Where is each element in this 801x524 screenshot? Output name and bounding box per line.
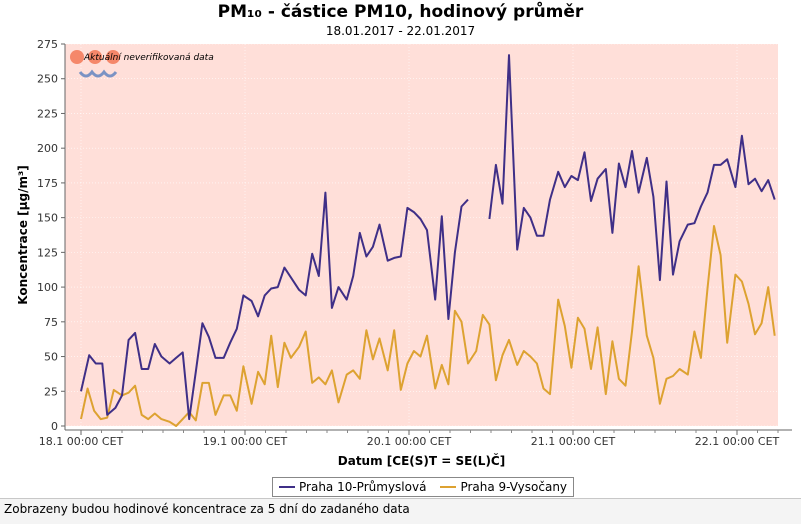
status-footer: Zobrazeny budou hodinové koncentrace za … bbox=[0, 498, 801, 524]
x-tick-label: 22.1 00:00 CET bbox=[695, 435, 780, 448]
chart-legend: Praha 10-Průmyslová Praha 9-Vysočany bbox=[272, 477, 575, 497]
unverified-data-note: Aktuální neverifikovaná data bbox=[83, 53, 214, 63]
y-tick-label: 75 bbox=[44, 316, 58, 329]
y-tick-label: 25 bbox=[44, 385, 58, 398]
x-tick-label: 19.1 00:00 CET bbox=[203, 435, 288, 448]
y-tick-label: 125 bbox=[37, 246, 58, 259]
chart-title: PM₁₀ - částice PM10, hodinový průměr bbox=[217, 2, 584, 22]
series-line-0 bbox=[80, 54, 776, 421]
pm10-line-chart: 0 25 50 75 100 125 150 175 200 225 250 275 18.1 00:… bbox=[16, 38, 792, 468]
legend-swatch-praha10 bbox=[279, 486, 295, 488]
unverified-data-logo bbox=[70, 50, 120, 78]
series-lines bbox=[80, 54, 776, 427]
y-tick-label: 250 bbox=[37, 73, 58, 86]
y-tick-label: 175 bbox=[37, 177, 58, 190]
x-axis-label: Datum [CE(S)T = SE(L)Č] bbox=[338, 453, 505, 468]
y-tick-label: 150 bbox=[37, 212, 58, 225]
y-tick-label: 200 bbox=[37, 142, 58, 155]
x-tick-label: 18.1 00:00 CET bbox=[39, 435, 124, 448]
legend-swatch-praha9 bbox=[440, 486, 457, 488]
y-tick-label: 225 bbox=[37, 107, 58, 120]
y-axis-label: Koncentrace [µg/m³] bbox=[16, 165, 30, 304]
x-tick-label: 20.1 00:00 CET bbox=[367, 435, 452, 448]
legend-item-praha10: Praha 10-Průmyslová bbox=[279, 480, 426, 494]
y-tick-label: 275 bbox=[37, 38, 58, 51]
x-tick-label: 21.1 00:00 CET bbox=[531, 435, 616, 448]
y-tick-label: 100 bbox=[37, 281, 58, 294]
y-tick-label: 50 bbox=[44, 351, 58, 364]
series-line-1 bbox=[80, 225, 776, 427]
legend-item-praha9: Praha 9-Vysočany bbox=[440, 480, 567, 494]
legend-label-praha10: Praha 10-Průmyslová bbox=[299, 480, 427, 494]
y-tick-label: 0 bbox=[51, 420, 58, 433]
y-axis: 0 25 50 75 100 125 150 175 200 225 250 275 bbox=[37, 38, 66, 433]
x-axis: 18.1 00:00 CET 19.1 00:00 CET 20.1 00:00 C… bbox=[39, 429, 792, 448]
legend-label-praha9: Praha 9-Vysočany bbox=[460, 480, 568, 494]
chart-subtitle: 18.01.2017 - 22.01.2017 bbox=[325, 24, 476, 38]
